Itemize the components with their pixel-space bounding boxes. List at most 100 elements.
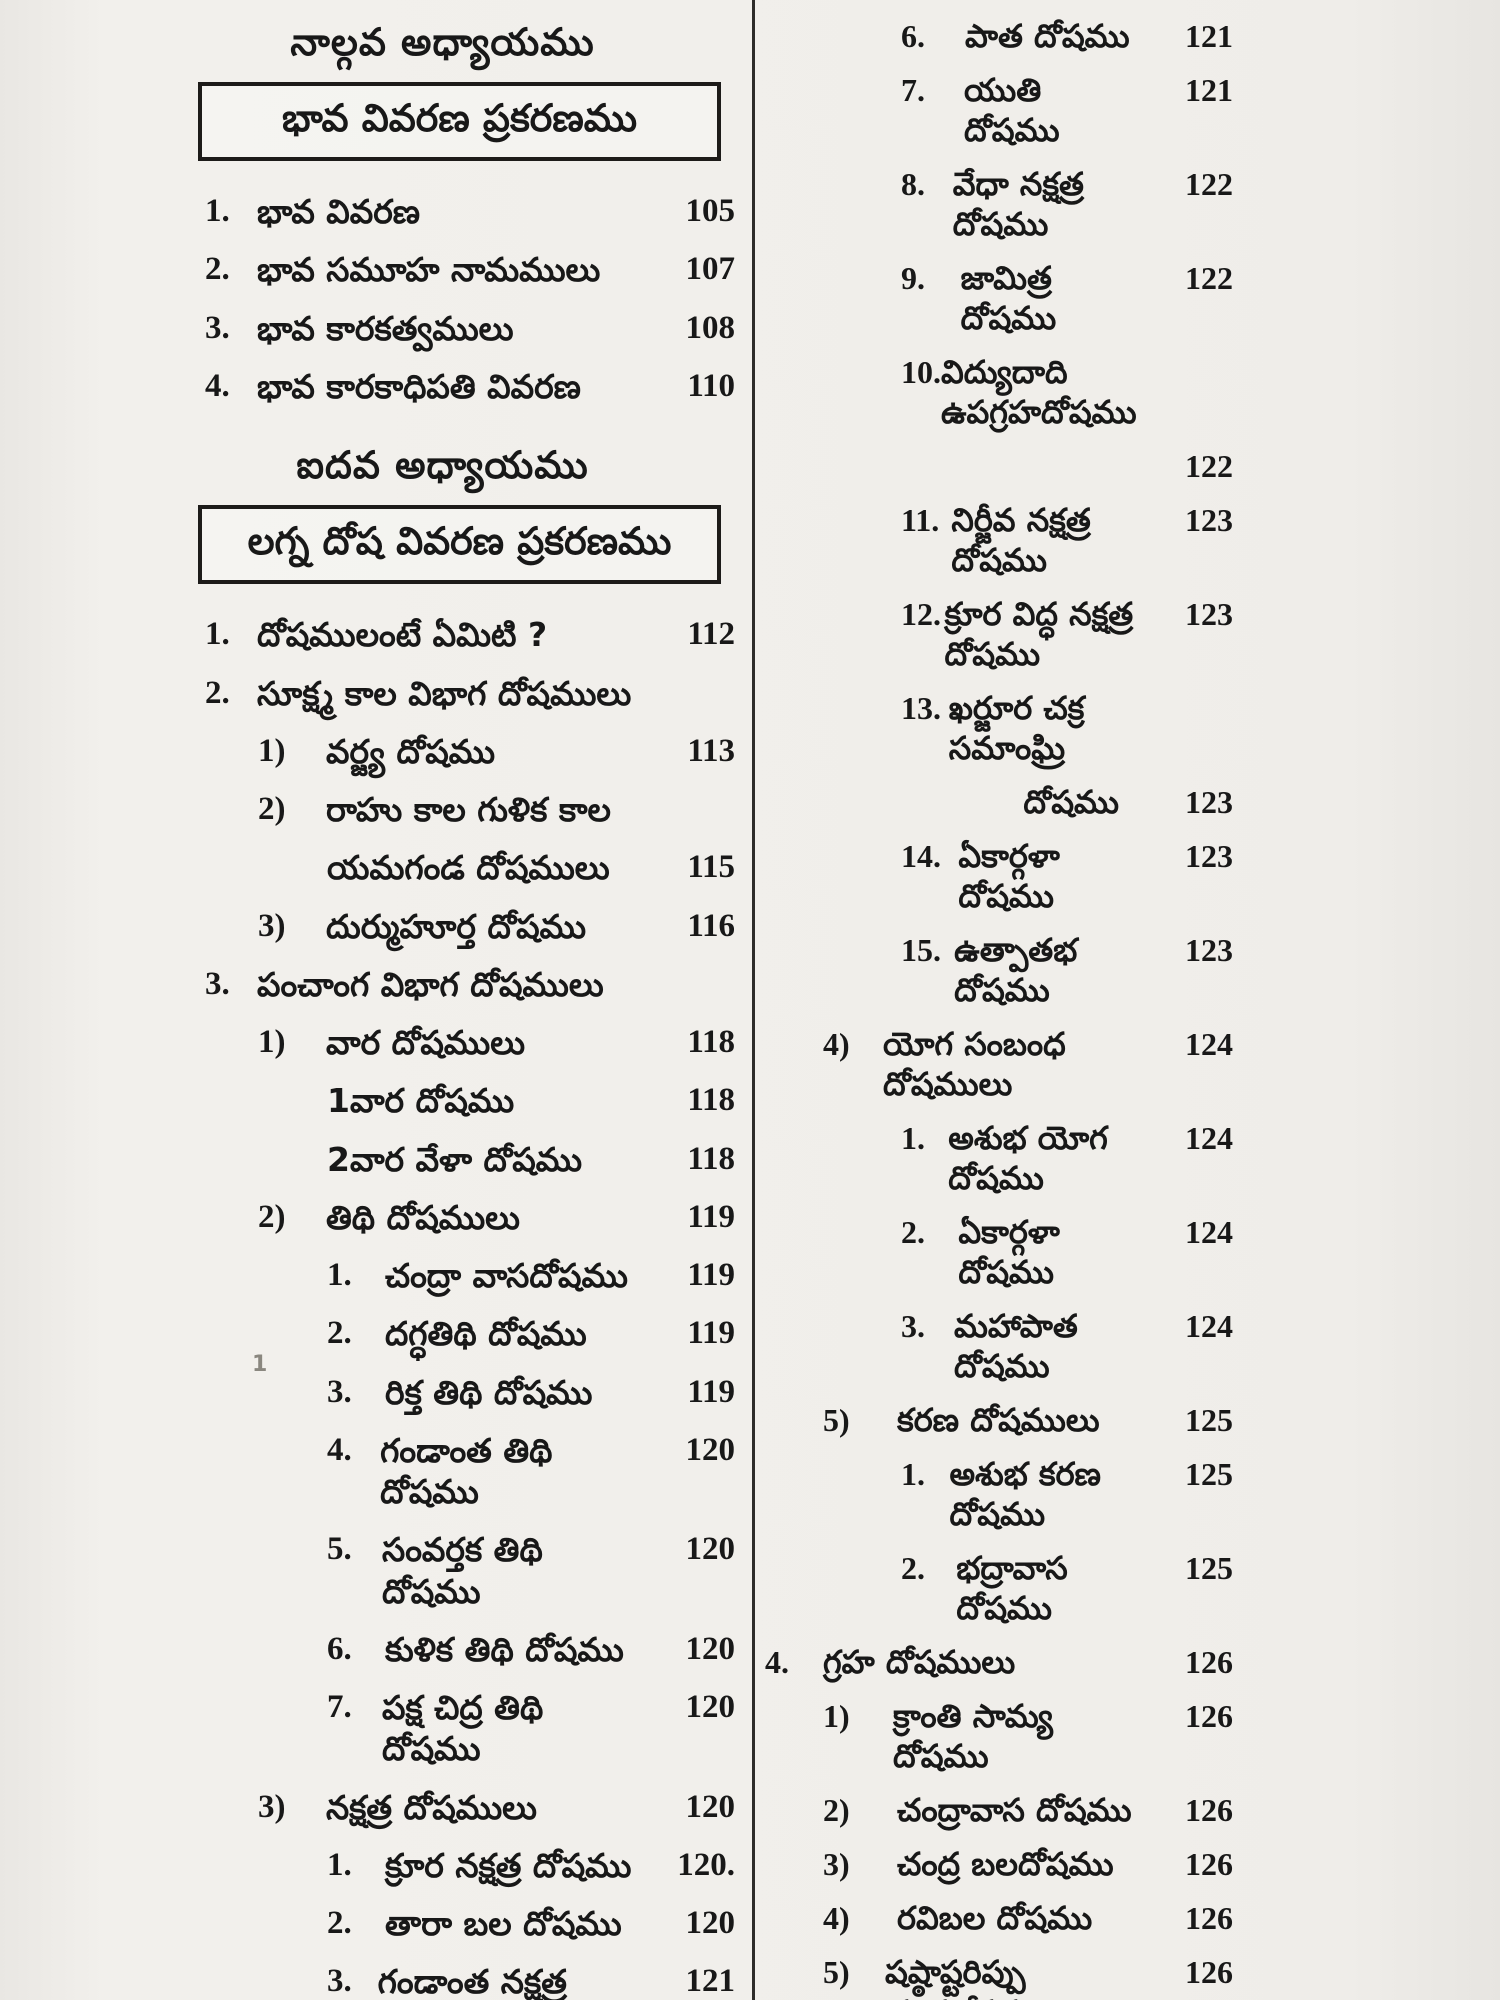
toc-item: 3. గండాంత నక్షత్ర దోషము 121 [150, 1961, 735, 2000]
toc-item-page: 119 [687, 1373, 735, 1410]
chapter-heading: నాల్గవ అధ్యాయము [290, 20, 595, 64]
toc-item-number: 13. [901, 690, 941, 726]
toc-item-title: అశుభ కరణ దోషము [949, 1455, 1101, 1533]
toc-item-title: ఏకార్గళా దోషము [958, 837, 1060, 915]
toc-item-title: రిక్త తిథి దోషము [385, 1372, 593, 1412]
toc-item-page: 118 [687, 1140, 735, 1177]
toc-item-title: రాహు కాల గుళిక కాల [326, 790, 611, 830]
toc-item-title: పక్ష చిద్ర తిథి దోషము [381, 1688, 544, 1769]
toc-item-page: 123 [1185, 502, 1233, 538]
toc-item-number: 1. [327, 1257, 352, 1294]
toc-item-page: 122 [1185, 448, 1233, 484]
toc-item-number: 4) [823, 1026, 850, 1062]
toc-item: 4. గండాంత తిథి దోషము 120 [150, 1430, 735, 1513]
toc-item-title: గండాంత తిథి దోషము [380, 1430, 553, 1512]
toc-item-number: 3. [327, 1963, 352, 2000]
toc-item-number: 3) [823, 1846, 850, 1882]
toc-item-page: 126 [1185, 1792, 1233, 1828]
toc-item-number: 7. [901, 72, 925, 108]
toc-item-page: 126 [1185, 1698, 1233, 1734]
toc-item-title: తిథి దోషములు [326, 1197, 520, 1237]
toc-item-title: వేధా నక్షత్ర దోషము [952, 165, 1084, 243]
toc-item: 2) తిథి దోషములు 119 [150, 1197, 735, 1238]
toc-item-page: 126 [1185, 1846, 1233, 1882]
toc-item-page: 125 [1185, 1402, 1233, 1438]
toc-item-page: 123 [1185, 596, 1233, 632]
toc-item-title: భావ సమూహ నామములు [257, 250, 601, 290]
toc-item-title: పంచాంగ విభాగ దోషములు [257, 964, 604, 1004]
toc-item-page: 118 [687, 1082, 735, 1119]
toc-item-title: విద్యుదాది ఉపగ్రహదోషము [941, 353, 1137, 431]
toc-item: 13. ఖర్జూర చక్ర సమాంఘ్రి [765, 688, 1233, 768]
toc-item-number: 3. [205, 309, 230, 346]
toc-item-page: 120 [685, 1689, 736, 1726]
toc-item-title: దుర్ముహూర్త దోషము [326, 906, 587, 946]
toc-item-number: 3. [205, 965, 230, 1002]
section-title-box: లగ్న దోష వివరణ ప్రకరణము [198, 504, 721, 585]
toc-item-number: 1. [327, 1846, 352, 1883]
toc-item-number: 4) [823, 1900, 850, 1936]
toc-item-page: 123 [1185, 838, 1233, 874]
toc-item-title: కరణ దోషములు [897, 1401, 1100, 1439]
toc-item-page: 110 [687, 367, 735, 404]
toc-item: 1) క్రాంతి సామ్య దోషము 126 [765, 1696, 1233, 1776]
toc-item: 10. విద్యుదాది ఉపగ్రహదోషము [765, 352, 1233, 432]
toc-item-page: 118 [687, 1024, 735, 1061]
toc-item: 4) యోగ సంబంధ దోషములు 124 [765, 1024, 1233, 1104]
toc-item: 3) దుర్ముహూర్త దోషము 116 [150, 906, 735, 947]
toc-item: 1వార దోషము 118 [150, 1080, 735, 1121]
toc-item-page: 120 [685, 1431, 736, 1468]
toc-item-number: 11. [901, 502, 940, 538]
toc-item-number: 3. [901, 1308, 925, 1344]
toc-item-title: యుతి దోషము [963, 71, 1060, 149]
toc-item: 9. జామిత్ర దోషము 122 [765, 258, 1233, 338]
toc-item: 1. దోషములంటే ఏమిటి ? 112 [150, 614, 735, 655]
toc-item-page: 121 [1185, 18, 1233, 54]
toc-item: 7. పక్ష చిద్ర తిథి దోషము 120 [150, 1687, 735, 1770]
toc-item-number: 1. [901, 1456, 925, 1492]
toc-item: 3. మహాపాత దోషము 124 [765, 1306, 1233, 1386]
toc-item-number: 3) [258, 907, 286, 944]
toc-item-title: సూక్ష్మ కాల విభాగ దోషములు [257, 673, 632, 713]
toc-item-number: 9. [901, 260, 925, 296]
toc-item: 1. అశుభ కరణ దోషము 125 [765, 1454, 1233, 1534]
toc-item-page: 122 [1185, 166, 1233, 202]
toc-item-page: 124 [1185, 1026, 1233, 1062]
toc-item-page: 121 [685, 1963, 736, 2000]
toc-item-title: వర్జ్య దోషము [326, 731, 496, 771]
toc-item-title: అశుభ యోగ దోషము [948, 1119, 1108, 1197]
toc-item-number: 1) [258, 1024, 286, 1061]
toc-item-page: 123 [1185, 932, 1233, 968]
toc-item: 2వార వేళా దోషము 118 [150, 1139, 735, 1180]
toc-item: 1. అశుభ యోగ దోషము 124 [765, 1118, 1233, 1198]
toc-item: దోషము 123 [765, 782, 1233, 822]
toc-column-left: నాల్గవ అధ్యాయము భావ వివరణ ప్రకరణము 1. భావ వ… [150, 0, 735, 2000]
toc-item: 12. క్రూర విద్ధ నక్షత్ర దోషము 123 [765, 594, 1233, 674]
toc-item-number: 2) [258, 1198, 286, 1235]
toc-item: 2. భావ సమూహ నామములు 107 [150, 249, 735, 290]
toc-item: 4) రవిబల దోషము 126 [765, 1898, 1233, 1938]
toc-item: 2. తారా బల దోషము 120 [150, 1903, 735, 1944]
toc-item-page: 107 [685, 251, 736, 288]
toc-item: 11. నిర్జీవ నక్షత్ర దోషము 123 [765, 500, 1233, 580]
toc-item-title: వార దోషములు [326, 1023, 526, 1063]
toc-item-number: 6. [327, 1630, 352, 1667]
toc-item-number: 12. [901, 596, 941, 632]
toc-item-title: 1వార దోషము [327, 1081, 515, 1121]
toc-item: 5. సంవర్తక తిథి దోషము 120 [150, 1529, 735, 1612]
toc-item-page: 124 [1185, 1120, 1233, 1156]
toc-item-number: 7. [327, 1689, 352, 1726]
toc-item-page: 122 [1185, 260, 1233, 296]
toc-item-title: గ్రహ దోషములు [823, 1643, 1016, 1681]
toc-item-title: మహాపాత దోషము [954, 1307, 1078, 1385]
toc-item-page: 126 [1185, 1954, 1233, 1990]
toc-item: 3) చంద్ర బలదోషము 126 [765, 1844, 1233, 1884]
toc-item: 2. దగ్ధతిథి దోషము 119 [150, 1313, 735, 1354]
toc-item: 2) చంద్రావాస దోషము 126 [765, 1790, 1233, 1830]
toc-item-page: 120 [685, 1788, 736, 1825]
section-title-box: భావ వివరణ ప్రకరణము [198, 81, 721, 162]
toc-item: 5) షష్ఠాష్టరిప్పు చంద్రదోషము 126 [765, 1952, 1233, 2000]
toc-item: 7. యుతి దోషము 121 [765, 70, 1233, 150]
toc-item-number: 3) [258, 1788, 286, 1825]
